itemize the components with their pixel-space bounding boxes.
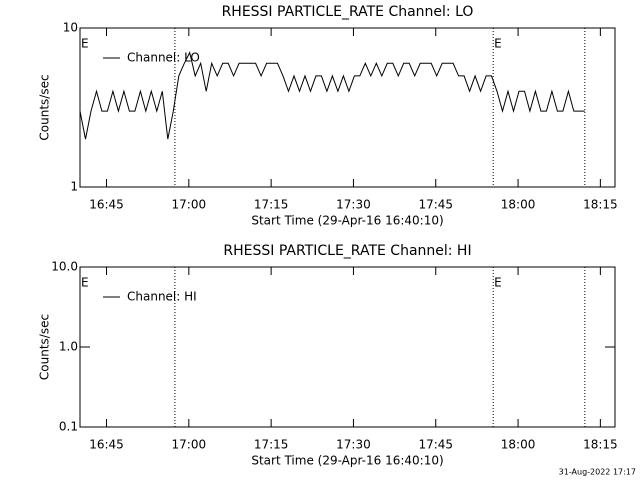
annotation: E — [494, 37, 502, 51]
y-tick-label: 0.1 — [59, 420, 78, 434]
annotation: E — [494, 276, 502, 290]
x-tick-label: 17:00 — [172, 438, 207, 452]
x-tick-label: 18:00 — [501, 438, 536, 452]
x-tick-label: 17:45 — [418, 438, 453, 452]
legend-label: Channel: LO — [127, 51, 200, 65]
x-axis-label: Start Time (29-Apr-16 16:40:10) — [251, 454, 443, 468]
x-axis-label: Start Time (29-Apr-16 16:40:10) — [251, 214, 443, 228]
x-tick-label: 18:15 — [583, 438, 618, 452]
annotation: E — [81, 276, 89, 290]
chart-title: RHESSI PARTICLE_RATE Channel: HI — [223, 243, 471, 259]
y-tick-label: 1.0 — [59, 340, 78, 354]
x-tick-label: 16:45 — [89, 438, 124, 452]
footer: 31-Aug-2022 17:17 — [559, 468, 636, 477]
legend-label: Channel: HI — [127, 290, 197, 304]
x-tick-label: 17:15 — [254, 438, 289, 452]
x-tick-label: 17:45 — [418, 198, 453, 212]
x-tick-label: 18:00 — [501, 198, 536, 212]
x-tick-label: 17:30 — [336, 198, 371, 212]
x-tick-label: 16:45 — [89, 198, 124, 212]
annotation: E — [81, 37, 89, 51]
y-tick-label: 10 — [63, 21, 78, 35]
data-line — [79, 51, 585, 140]
x-tick-label: 18:15 — [583, 198, 618, 212]
y-axis-label: Counts/sec — [38, 314, 52, 380]
x-tick-label: 17:30 — [336, 438, 371, 452]
y-tick-label: 1 — [70, 180, 78, 194]
y-axis-label: Counts/sec — [38, 74, 52, 140]
x-tick-label: 17:15 — [254, 198, 289, 212]
x-tick-label: 17:00 — [172, 198, 207, 212]
y-tick-label: 10.0 — [51, 260, 78, 274]
plot-frame — [79, 27, 616, 188]
chart-title: RHESSI PARTICLE_RATE Channel: LO — [222, 4, 474, 20]
